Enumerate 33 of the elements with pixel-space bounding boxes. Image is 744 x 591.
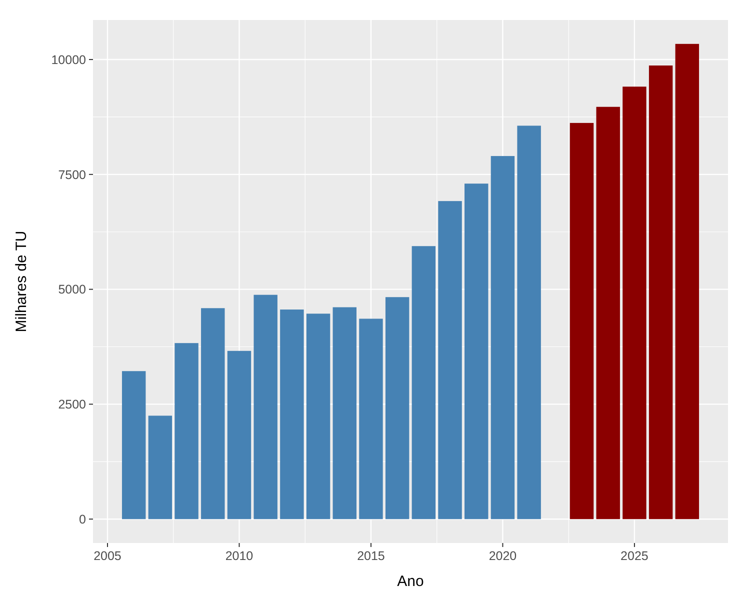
bar — [490, 156, 515, 520]
bar — [412, 246, 436, 520]
bar — [148, 416, 172, 520]
bar — [174, 343, 198, 520]
bar — [254, 294, 278, 520]
x-axis-title: Ano — [397, 573, 424, 590]
x-tick-label: 2015 — [357, 549, 385, 563]
bar — [201, 308, 225, 520]
bar — [675, 44, 700, 520]
bar — [464, 184, 488, 520]
y-tick-label: 10000 — [51, 52, 86, 67]
y-axis-title: Milhares de TU — [13, 230, 30, 332]
y-tick-label: 7500 — [58, 168, 86, 182]
bar — [280, 310, 304, 520]
bar — [570, 122, 594, 520]
y-tick-label: 5000 — [58, 282, 86, 297]
bar — [596, 106, 620, 520]
x-tick-label: 2025 — [620, 549, 648, 563]
bar — [648, 66, 673, 520]
x-tick-label: 2005 — [94, 549, 122, 563]
bar — [622, 86, 646, 520]
bar — [332, 307, 356, 520]
x-tick-label: 2020 — [488, 549, 517, 563]
bar — [517, 126, 541, 520]
bar — [385, 297, 410, 520]
y-tick-label: 2500 — [58, 398, 86, 412]
bar — [227, 350, 252, 520]
x-tick-label: 2010 — [225, 549, 254, 563]
bar — [438, 201, 462, 520]
bar — [306, 314, 330, 520]
bar — [122, 371, 146, 520]
bar — [359, 318, 383, 520]
y-tick-label: 0 — [79, 512, 86, 526]
